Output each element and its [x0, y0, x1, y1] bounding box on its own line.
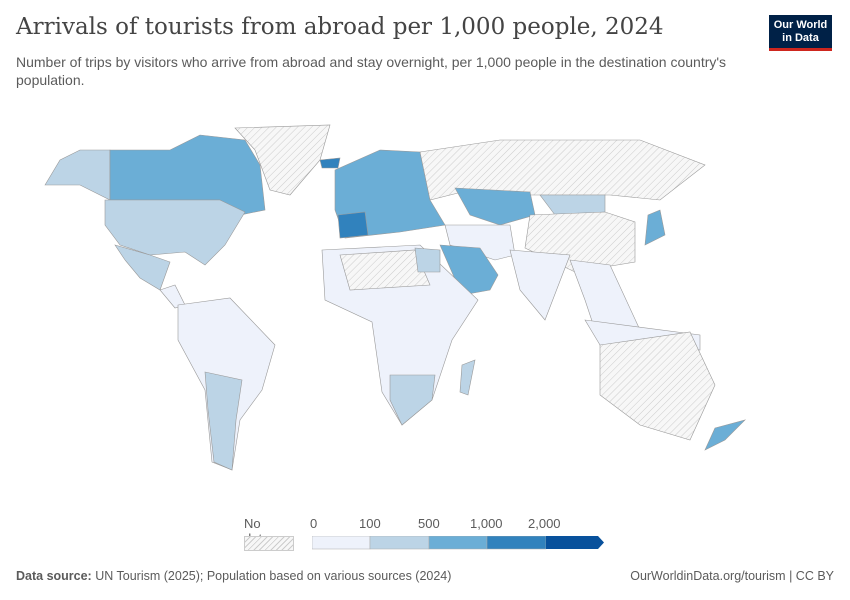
- legend-bin[interactable]: [428, 536, 488, 550]
- logo-line2: in Data: [782, 32, 819, 44]
- logo-line1: Our World: [773, 19, 828, 31]
- legend-no-data-swatch: [244, 536, 294, 551]
- legend-tick: 100: [359, 516, 381, 531]
- mongolia[interactable]: [539, 194, 606, 216]
- legend-tick: 2,000: [528, 516, 561, 531]
- chart-subtitle: Number of trips by visitors who arrive f…: [16, 54, 727, 88]
- legend-color-bar: [312, 536, 604, 550]
- world-map[interactable]: [0, 115, 790, 485]
- source-label: Data source:: [16, 569, 92, 583]
- southern-africa[interactable]: [389, 374, 436, 426]
- kazakhstan[interactable]: [454, 187, 536, 226]
- footer-source: Data source: UN Tourism (2025); Populati…: [16, 569, 451, 583]
- iberia[interactable]: [337, 211, 369, 239]
- legend-tick: 500: [418, 516, 440, 531]
- chart-title: Arrivals of tourists from abroad per 1,0…: [16, 14, 664, 40]
- legend-bin[interactable]: [546, 536, 604, 549]
- legend-tick: 1,000: [470, 516, 503, 531]
- japan[interactable]: [644, 209, 666, 246]
- footer-link[interactable]: OurWorldinData.org/tourism | CC BY: [630, 569, 834, 583]
- iceland[interactable]: [319, 157, 341, 169]
- legend-bin[interactable]: [486, 536, 547, 550]
- north-africa-nodata[interactable]: [339, 249, 431, 291]
- russia[interactable]: [419, 139, 706, 201]
- usa[interactable]: [104, 199, 246, 266]
- india[interactable]: [509, 249, 571, 321]
- alaska[interactable]: [44, 149, 111, 201]
- egypt[interactable]: [414, 247, 441, 273]
- source-text: UN Tourism (2025); Population based on v…: [95, 569, 452, 583]
- owid-logo[interactable]: Our World in Data: [769, 15, 832, 51]
- middle-east[interactable]: [444, 224, 516, 261]
- australia[interactable]: [599, 331, 716, 441]
- legend-bin[interactable]: [369, 536, 430, 550]
- argentina-chile[interactable]: [204, 371, 243, 471]
- madagascar[interactable]: [459, 359, 476, 396]
- legend-bin[interactable]: [312, 536, 371, 550]
- legend-tick: 0: [310, 516, 318, 531]
- greenland[interactable]: [234, 124, 331, 196]
- new-zealand[interactable]: [704, 419, 747, 451]
